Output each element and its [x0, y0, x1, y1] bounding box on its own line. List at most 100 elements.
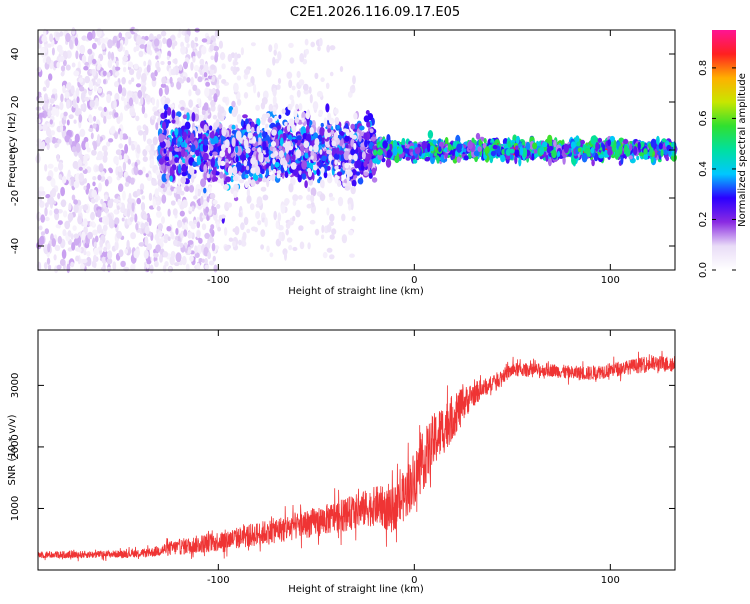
spectrogram-cell	[181, 148, 185, 158]
spectrogram-cell	[112, 65, 116, 75]
spectrogram-cell	[106, 141, 111, 147]
spectrogram-cell	[227, 53, 232, 63]
spectrogram-cell	[194, 72, 198, 79]
spectrogram-cell	[369, 128, 374, 133]
spectrogram-cell	[96, 27, 102, 38]
spectrogram-cell	[303, 140, 310, 149]
spectrogram-cell	[164, 156, 170, 162]
spectrogram-cell	[322, 251, 328, 259]
spectrogram-cell	[118, 84, 123, 94]
spectrogram-cell	[327, 112, 332, 121]
spectrogram-cell	[173, 239, 178, 247]
spectrogram-cell	[364, 139, 368, 148]
spectrogram-cell	[244, 68, 250, 75]
spectrogram-cell	[155, 55, 159, 60]
spectrogram-cell	[65, 32, 71, 43]
spectrogram-cell	[118, 143, 123, 149]
spectrogram-cell	[217, 226, 222, 232]
spectrogram-cell	[173, 188, 177, 194]
spectrogram-cell	[118, 249, 124, 257]
spectrogram-cell	[156, 34, 162, 40]
spectrogram-cell	[198, 258, 203, 263]
spectrogram-cell	[244, 174, 249, 179]
spectrogram-cell	[192, 84, 198, 92]
spectrogram-cell	[181, 218, 187, 223]
spectrogram-cell	[323, 117, 328, 128]
spectrogram-cell	[175, 185, 182, 195]
spectrogram-cell	[175, 252, 182, 263]
spectrogram-cell	[185, 186, 190, 192]
spectrogram-cell	[43, 262, 48, 270]
spectrogram-cell	[218, 106, 225, 114]
spectrogram-cell	[204, 258, 208, 265]
spectrogram-cell	[143, 113, 148, 119]
spectrogram-cell	[46, 175, 52, 181]
spectrogram-cell	[175, 115, 180, 125]
spectrogram-cell	[131, 143, 136, 151]
spectrogram-cell	[195, 88, 201, 96]
spectrogram-cell	[47, 163, 54, 169]
spectrogram-cell	[304, 180, 308, 189]
spectrogram-cell	[169, 175, 173, 182]
spectrogram-cell	[117, 165, 122, 173]
spectrogram-cell	[177, 141, 181, 148]
spectrogram-cell	[628, 155, 633, 160]
spectrogram-cell	[288, 79, 293, 89]
spectrogram-cell	[74, 37, 79, 47]
spectrogram-cell	[329, 45, 336, 51]
spectrogram-cell	[591, 159, 595, 167]
spectrogram-cell	[126, 239, 130, 250]
spectrogram-cell	[201, 214, 207, 219]
spectrogram-cell	[142, 149, 148, 157]
spectrogram-cell	[334, 165, 339, 171]
spectrogram-cell	[519, 146, 524, 156]
spectrogram-cell	[339, 66, 344, 72]
spectrogram-cell	[100, 175, 106, 182]
spectrogram-cell	[563, 143, 569, 154]
spectrogram-cell	[138, 242, 145, 247]
spectrogram-cell	[212, 255, 216, 262]
spectrogram-cell	[221, 144, 226, 152]
spectrogram-cell	[656, 135, 660, 145]
spectrogram-cell	[186, 112, 190, 121]
spectrogram-cell	[45, 194, 51, 199]
spectrogram-cell	[434, 146, 438, 153]
spectrogram-cell	[110, 198, 114, 203]
spectrogram-cell	[83, 65, 89, 71]
spectrogram-cell	[71, 62, 76, 68]
spectrogram-cell	[539, 146, 545, 156]
spectrogram-cell	[204, 87, 210, 97]
spectrogram-cell	[203, 171, 208, 181]
spectrogram-cell	[163, 148, 167, 154]
spectrogram-cell	[278, 145, 283, 151]
spectrogram-cell	[122, 55, 129, 62]
spectrogram-cell	[225, 176, 231, 183]
spectrogram-cell	[103, 150, 108, 157]
spectrogram-cell	[102, 224, 108, 232]
spectrogram-cell	[595, 142, 599, 152]
spectrogram-cell	[124, 49, 129, 57]
spectrogram-cell	[184, 248, 189, 253]
spectrogram-cell	[46, 257, 51, 265]
spectrogram-cell	[38, 112, 45, 118]
spectrogram-cell	[318, 109, 324, 116]
spectrogram-cell	[197, 76, 203, 83]
spectrogram-cell	[53, 166, 59, 172]
spectrogram-cell	[342, 128, 348, 133]
spectrogram-cell	[99, 239, 104, 248]
spectrogram-cell	[171, 43, 175, 50]
spectrogram-cell	[113, 198, 119, 204]
spectrogram-cell	[87, 55, 92, 66]
spectrogram-cell	[86, 182, 91, 190]
y-tick-label: 40	[10, 48, 21, 61]
spectrogram-cell	[284, 121, 288, 126]
spectrogram-cell	[181, 199, 188, 208]
spectrogram-cell	[109, 126, 116, 135]
spectrogram-cell	[146, 64, 151, 73]
spectrogram-cell	[58, 161, 64, 171]
spectrogram-cell	[313, 144, 319, 153]
spectrogram-cell	[285, 222, 291, 230]
spectrogram-cell	[199, 58, 205, 66]
spectrogram-cell	[94, 97, 99, 107]
spectrogram-cell	[127, 158, 131, 165]
